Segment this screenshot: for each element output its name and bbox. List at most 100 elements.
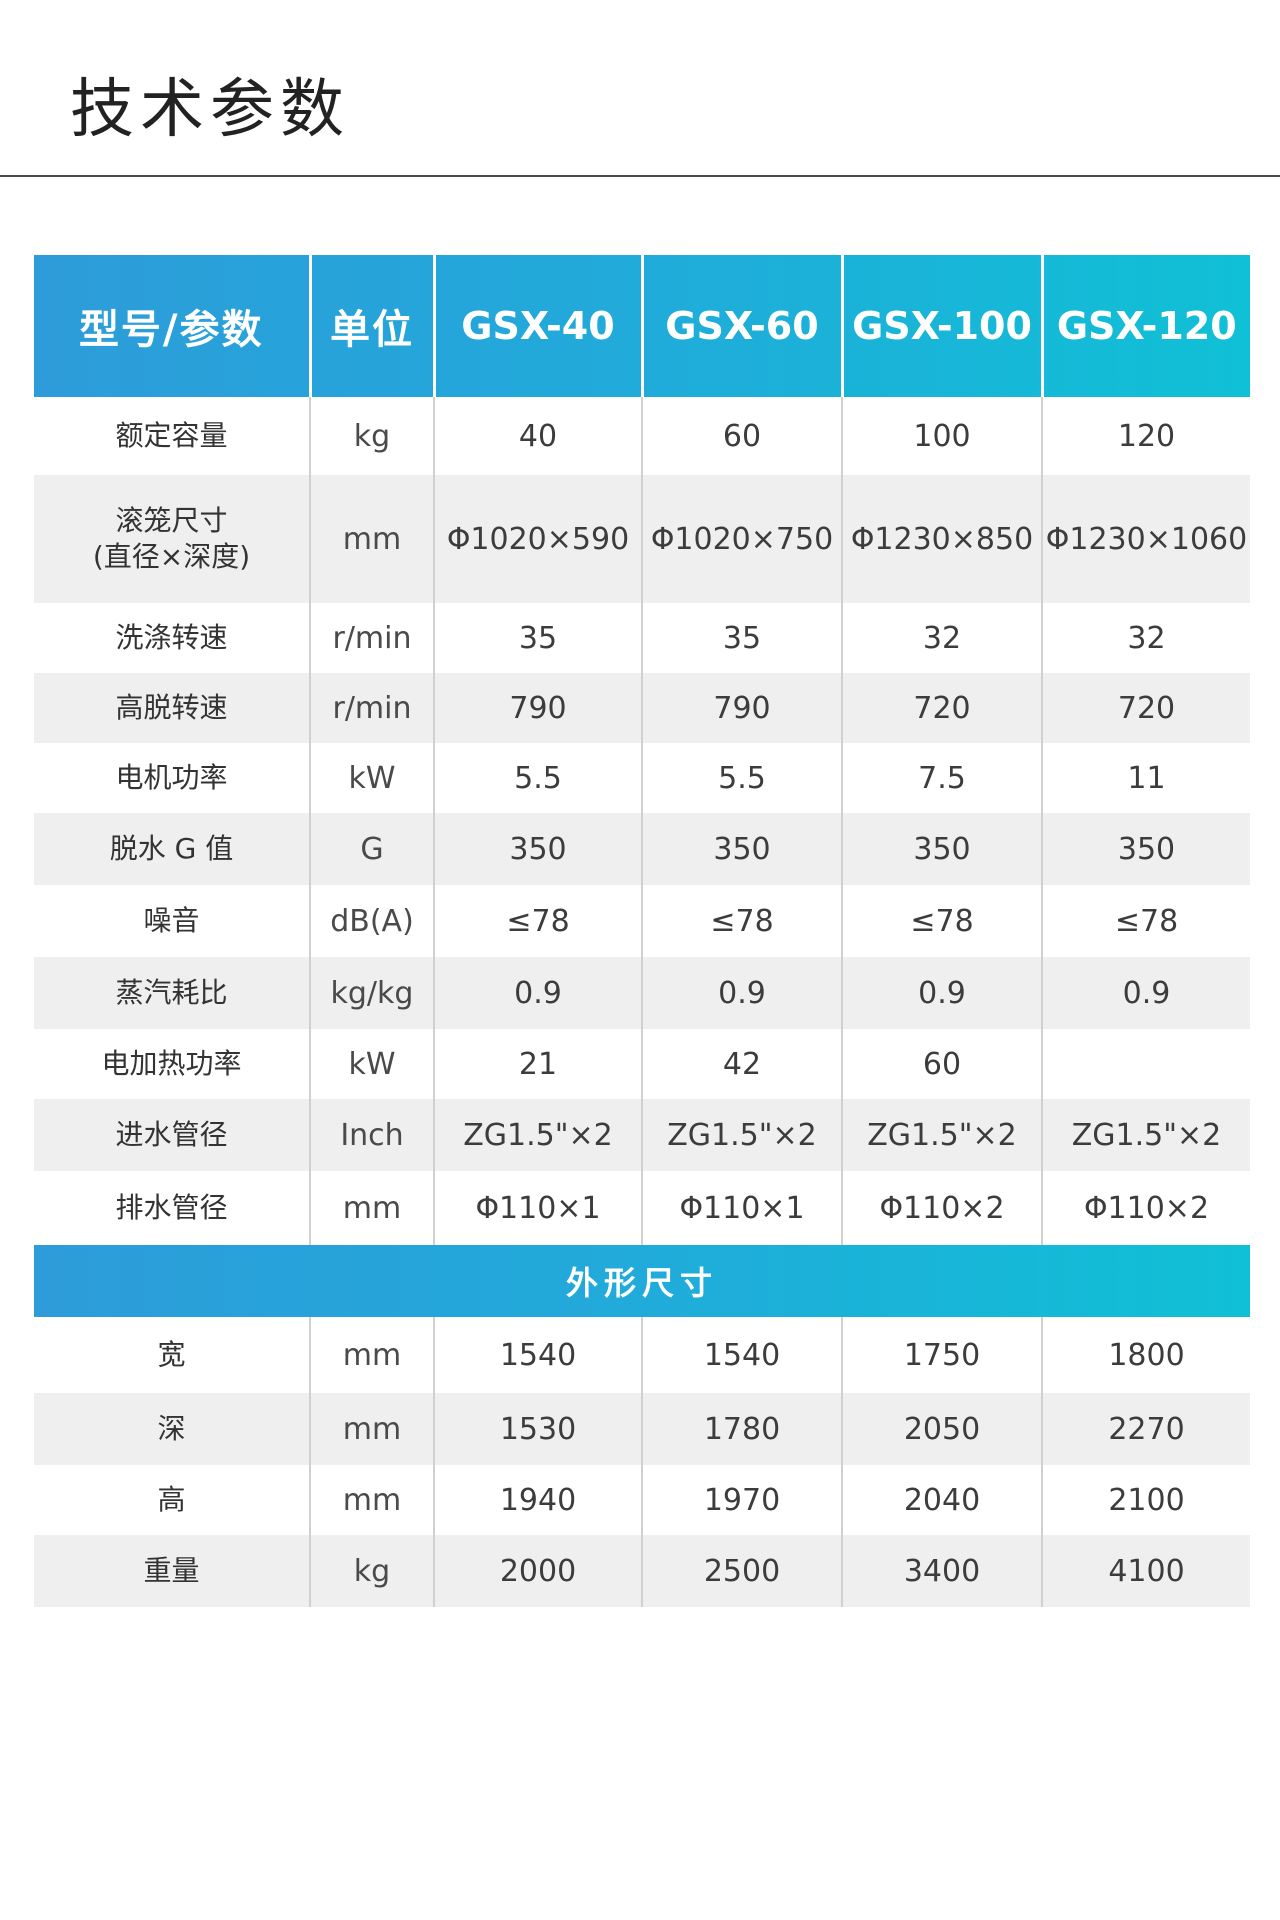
row-value-cell: ≤78 [1041, 885, 1250, 957]
row-value-cell: 0.9 [841, 957, 1042, 1029]
row-value-cell: Φ1020×750 [641, 475, 842, 603]
row-unit: kg [309, 397, 434, 475]
row-unit: mm [309, 1317, 434, 1393]
table-row: 额定容量 kg 40 60 100 120 [34, 397, 1250, 475]
section-title: 外形尺寸 [34, 1245, 1250, 1317]
row-value-cell: 350 [641, 813, 842, 885]
table-row: 重量 kg 2000 2500 3400 4100 [34, 1535, 1250, 1607]
row-unit: mm [309, 1393, 434, 1465]
row-unit: dB(A) [309, 885, 434, 957]
header-model-gsx-60: GSX-60 [640, 255, 842, 397]
row-value-cell: ZG1.5"×2 [641, 1099, 842, 1171]
row-unit: mm [309, 1465, 434, 1535]
row-param-name: 宽 [34, 1317, 310, 1393]
header-param: 型号/参数 [78, 307, 264, 353]
row-unit: G [309, 813, 434, 885]
row-value-cell: ZG1.5"×2 [1041, 1099, 1250, 1171]
row-param-name: 排水管径 [34, 1171, 310, 1245]
spec-body: 额定容量 kg 40 60 100 120 滚笼尺寸 (直径×深度) mm Φ1020×590 Φ… [34, 397, 1250, 1607]
title-divider [0, 175, 1280, 177]
row-value-cell: Φ110×2 [1041, 1171, 1250, 1245]
row-value-cell: 720 [1041, 673, 1250, 743]
page-title: 技术参数 [70, 73, 350, 147]
row-value-cell: Φ110×1 [641, 1171, 842, 1245]
row-value-cell: 40 [433, 397, 642, 475]
row-param-name: 额定容量 [34, 397, 310, 475]
row-param-name: 高 [34, 1465, 310, 1535]
row-param-name: 洗涤转速 [34, 603, 310, 673]
row-value-cell: 3400 [841, 1535, 1042, 1607]
row-value-cell: 11 [1041, 743, 1250, 813]
row-value-cell: 0.9 [433, 957, 642, 1029]
spec-table: 型号/参数 单位 GSX-40 GSX-60 GSX-100 GSX-120 额… [34, 255, 1250, 1607]
header-model-gsx-100: GSX-100 [840, 255, 1042, 397]
row-value-cell: 2270 [1041, 1393, 1250, 1465]
row-unit: r/min [309, 673, 434, 743]
row-value-cell: 5.5 [641, 743, 842, 813]
row-value-cell: 350 [1041, 813, 1250, 885]
row-value-cell [1041, 1029, 1250, 1099]
row-value-cell: 21 [433, 1029, 642, 1099]
row-value-cell: 1540 [641, 1317, 842, 1393]
row-value-cell: Φ1020×590 [433, 475, 642, 603]
table-row: 宽 mm 1540 1540 1750 1800 [34, 1317, 1250, 1393]
row-unit: Inch [309, 1099, 434, 1171]
row-value-cell: 1970 [641, 1465, 842, 1535]
row-unit: mm [309, 475, 434, 603]
row-value-cell: 0.9 [641, 957, 842, 1029]
table-row: 电加热功率 kW 21 42 60 [34, 1029, 1250, 1099]
row-param-name: 深 [34, 1393, 310, 1465]
table-row: 电机功率 kW 5.5 5.5 7.5 11 [34, 743, 1250, 813]
row-unit: kg/kg [309, 957, 434, 1029]
row-param-name: 进水管径 [34, 1099, 310, 1171]
row-value-cell: 1750 [841, 1317, 1042, 1393]
row-value-cell: Φ110×1 [433, 1171, 642, 1245]
row-value-cell: 720 [841, 673, 1042, 743]
row-unit: kg [309, 1535, 434, 1607]
row-value-cell: 42 [641, 1029, 842, 1099]
row-value-cell: 1800 [1041, 1317, 1250, 1393]
table-row: 高 mm 1940 1970 2040 2100 [34, 1465, 1250, 1535]
row-value-cell: 2040 [841, 1465, 1042, 1535]
row-value-cell: 35 [433, 603, 642, 673]
table-header-row: 型号/参数 单位 GSX-40 GSX-60 GSX-100 GSX-120 [34, 255, 1250, 397]
row-value-cell: 60 [641, 397, 842, 475]
row-value-cell: 1530 [433, 1393, 642, 1465]
row-value-cell: ZG1.5"×2 [433, 1099, 642, 1171]
table-row: 深 mm 1530 1780 2050 2270 [34, 1393, 1250, 1465]
row-value-cell: 1540 [433, 1317, 642, 1393]
row-param-name: 重量 [34, 1535, 310, 1607]
row-param-name: 蒸汽耗比 [34, 957, 310, 1029]
table-row: 洗涤转速 r/min 35 35 32 32 [34, 603, 1250, 673]
row-param-name: 滚笼尺寸 (直径×深度) [34, 475, 310, 603]
row-value-cell: 790 [641, 673, 842, 743]
row-value-cell: 32 [841, 603, 1042, 673]
table-row: 脱水 G 值 G 350 350 350 350 [34, 813, 1250, 885]
section-header-row: 外形尺寸 [34, 1245, 1250, 1317]
row-value-cell: 350 [433, 813, 642, 885]
row-unit: kW [309, 1029, 434, 1099]
row-param-name: 电机功率 [34, 743, 310, 813]
row-value-cell: 60 [841, 1029, 1042, 1099]
row-unit: r/min [309, 603, 434, 673]
row-value-cell: 5.5 [433, 743, 642, 813]
row-value-cell: 35 [641, 603, 842, 673]
row-unit: mm [309, 1171, 434, 1245]
row-value-cell: 120 [1041, 397, 1250, 475]
row-value-cell: 2100 [1041, 1465, 1250, 1535]
row-param-name: 噪音 [34, 885, 310, 957]
header-model-gsx-120: GSX-120 [1040, 255, 1250, 397]
row-param-name: 脱水 G 值 [34, 813, 310, 885]
header-model-gsx-40: GSX-40 [432, 255, 642, 397]
table-row: 进水管径 Inch ZG1.5"×2 ZG1.5"×2 ZG1.5"×2 ZG1.5"×2 [34, 1099, 1250, 1171]
row-value-cell: 1940 [433, 1465, 642, 1535]
row-unit: kW [309, 743, 434, 813]
row-param-name: 电加热功率 [34, 1029, 310, 1099]
row-value-cell: 2000 [433, 1535, 642, 1607]
row-value-cell: Φ1230×850 [841, 475, 1042, 603]
row-param-name: 高脱转速 [34, 673, 310, 743]
row-value-cell: Φ1230×1060 [1041, 475, 1250, 603]
table-row: 蒸汽耗比 kg/kg 0.9 0.9 0.9 0.9 [34, 957, 1250, 1029]
row-value-cell: 32 [1041, 603, 1250, 673]
row-value-cell: 2500 [641, 1535, 842, 1607]
